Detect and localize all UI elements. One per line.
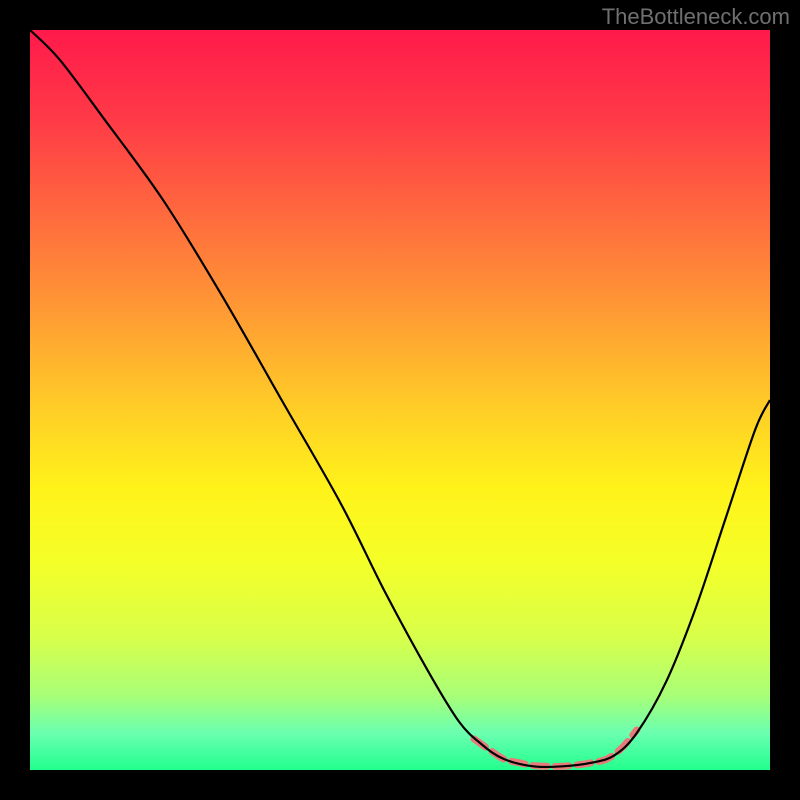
chart-background [30,30,770,770]
watermark-text: TheBottleneck.com [602,4,790,30]
chart-svg [30,30,770,770]
bottleneck-curve-chart [30,30,770,770]
